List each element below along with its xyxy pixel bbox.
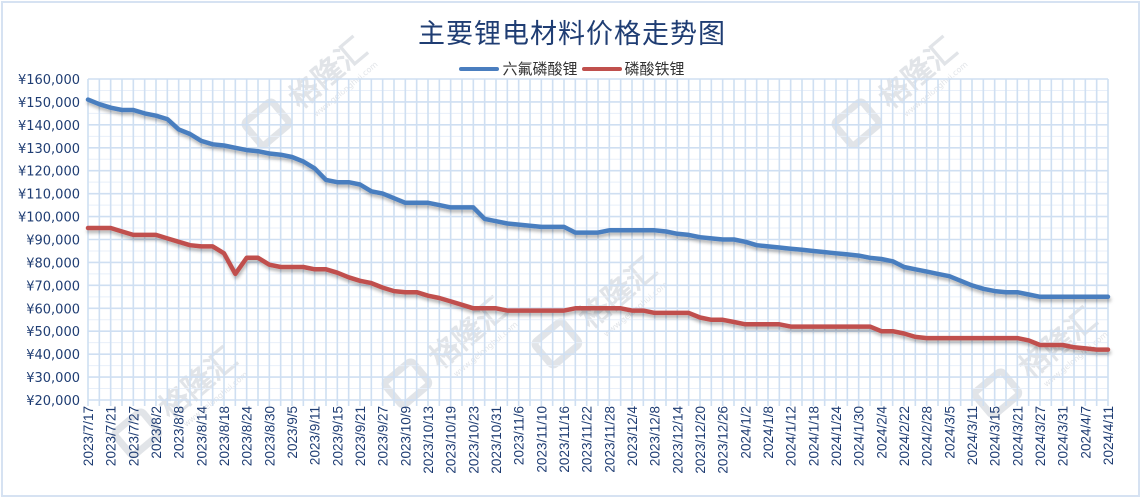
x-tick-label: 2023/11/10 xyxy=(534,406,549,473)
x-tick-label: 2023/11/16 xyxy=(557,406,572,473)
x-tick-label: 2023/10/9 xyxy=(398,406,413,466)
x-tick-label: 2023/10/23 xyxy=(466,406,481,474)
x-tick-label: 2023/8/2 xyxy=(149,406,164,459)
x-tick-label: 2023/7/27 xyxy=(126,406,141,466)
y-tick-label: ¥120,000 xyxy=(18,165,80,180)
x-tick-label: 2023/10/19 xyxy=(444,406,459,474)
y-tick-label: ¥130,000 xyxy=(18,142,80,157)
y-tick-label: ¥50,000 xyxy=(26,325,80,340)
x-tick-label: 2023/9/15 xyxy=(330,406,345,466)
x-tick-label: 2024/2/28 xyxy=(920,406,935,466)
gridlines xyxy=(87,78,1109,406)
x-tick-label: 2023/12/4 xyxy=(625,406,640,467)
x-tick-label: 2023/11/28 xyxy=(602,406,617,473)
chart-title: 主要锂电材料价格走势图 xyxy=(418,19,726,50)
series-line-lipf6 xyxy=(85,97,1111,300)
y-tick-label: ¥40,000 xyxy=(26,348,80,363)
x-tick-label: 2023/11/6 xyxy=(512,406,527,465)
y-tick-label: ¥80,000 xyxy=(26,256,80,271)
x-tick-label: 2024/1/2 xyxy=(738,406,753,459)
x-tick-label: 2024/4/7 xyxy=(1078,406,1093,459)
x-tick-label: 2024/1/12 xyxy=(784,406,799,466)
x-tick-label: 2023/7/21 xyxy=(104,406,119,466)
x-tick-label: 2023/7/17 xyxy=(81,406,96,466)
x-tick-label: 2023/9/11 xyxy=(308,406,323,465)
y-axis: ¥20,000 ¥30,000 ¥40,000 ¥50,000 ¥60,000 ¥70,0… xyxy=(18,73,80,409)
x-tick-label: 2023/12/14 xyxy=(670,406,685,474)
series-line-lfp xyxy=(85,225,1111,352)
x-tick-label: 2023/8/18 xyxy=(217,406,232,466)
legend-label-lipf6: 六氟磷酸锂 xyxy=(502,60,578,78)
y-tick-label: ¥110,000 xyxy=(18,188,80,203)
y-tick-label: ¥30,000 xyxy=(26,371,80,386)
x-tick-label: 2023/12/26 xyxy=(716,406,731,474)
x-tick-label: 2024/3/21 xyxy=(1010,406,1025,466)
chart-legend: 六氟磷酸锂 磷酸铁锂 xyxy=(0,58,1144,79)
x-tick-label: 2024/2/22 xyxy=(897,406,912,466)
x-tick-label: 2024/4/11 xyxy=(1101,406,1116,465)
x-tick-label: 2024/3/27 xyxy=(1033,406,1048,466)
y-tick-label: ¥160,000 xyxy=(18,73,80,88)
x-tick-label: 2024/1/24 xyxy=(829,406,844,467)
x-tick-label: 2023/11/22 xyxy=(580,406,595,473)
legend-item-lipf6[interactable]: 六氟磷酸锂 xyxy=(459,58,578,79)
x-axis: 2023/7/17 2023/7/21 2023/7/27 2023/8/2 2023/… xyxy=(81,406,1116,474)
x-tick-label: 2024/3/11 xyxy=(965,406,980,465)
x-tick-label: 2024/1/8 xyxy=(761,406,776,459)
x-tick-label: 2023/8/14 xyxy=(194,406,209,467)
x-tick-label: 2024/3/15 xyxy=(988,406,1003,466)
x-tick-label: 2024/1/18 xyxy=(806,406,821,466)
y-tick-label: ¥100,000 xyxy=(18,211,80,226)
x-tick-label: 2023/8/24 xyxy=(240,406,255,467)
series-lines xyxy=(85,97,1111,352)
y-tick-label: ¥70,000 xyxy=(26,279,80,294)
x-tick-label: 2024/3/5 xyxy=(942,406,957,459)
x-tick-label: 2023/12/8 xyxy=(648,406,663,466)
legend-swatch-lipf6 xyxy=(459,66,500,71)
y-tick-label: ¥150,000 xyxy=(18,96,80,111)
y-tick-label: ¥140,000 xyxy=(18,119,80,134)
x-tick-label: 2023/8/8 xyxy=(172,406,187,459)
legend-label-lfp: 磷酸铁锂 xyxy=(624,60,685,78)
x-tick-label: 2023/10/31 xyxy=(489,406,504,474)
x-tick-label: 2024/3/31 xyxy=(1056,406,1071,466)
x-tick-label: 2023/9/5 xyxy=(285,406,300,459)
legend-item-lfp[interactable]: 磷酸铁锂 xyxy=(581,58,685,79)
x-tick-label: 2023/10/13 xyxy=(421,406,436,474)
x-tick-label: 2023/8/30 xyxy=(262,406,277,466)
x-tick-label: 2023/9/27 xyxy=(376,406,391,466)
x-tick-label: 2023/9/21 xyxy=(353,406,368,466)
y-tick-label: ¥90,000 xyxy=(26,234,80,249)
x-tick-label: 2024/2/4 xyxy=(874,406,889,459)
x-tick-label: 2024/1/30 xyxy=(852,406,867,466)
legend-swatch-lfp xyxy=(581,66,622,71)
y-tick-label: ¥60,000 xyxy=(26,302,80,317)
x-tick-label: 2023/12/20 xyxy=(693,406,708,474)
y-tick-label: ¥20,000 xyxy=(26,394,80,409)
